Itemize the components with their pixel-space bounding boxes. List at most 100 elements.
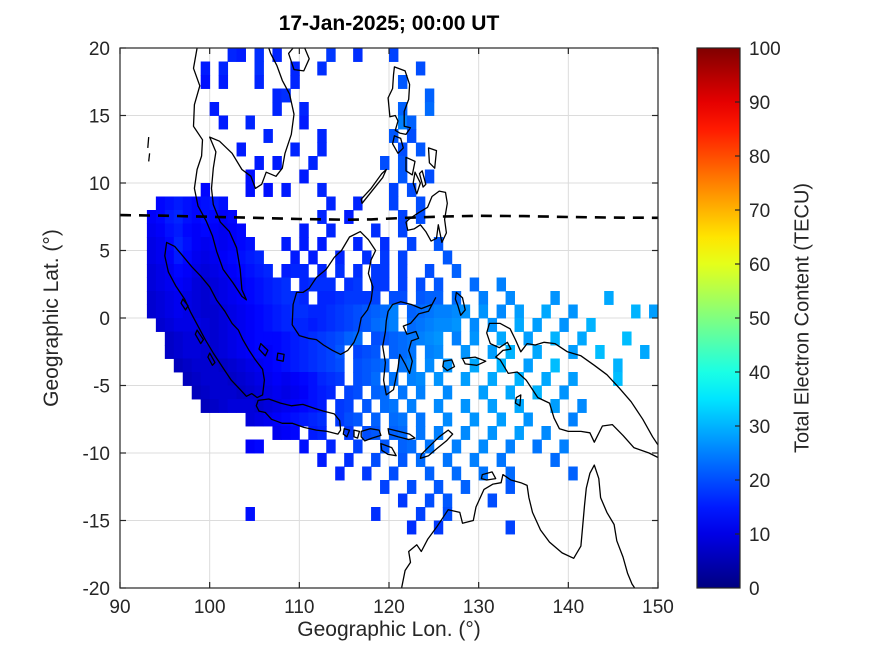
tec-cell [317,129,327,143]
colorbar-label: Total Electron Content (TECU) [791,182,814,454]
tec-cell [335,264,345,278]
tec-cell [442,385,453,400]
tec-cell [460,304,471,319]
tec-cell [335,318,345,332]
tec-cell [182,291,193,305]
tec-cell [442,412,453,427]
tec-cell [317,412,327,427]
tec-cell [550,358,560,373]
tec-cell [344,291,354,305]
tec-cell [146,223,157,238]
tec-cell [397,331,408,346]
tec-cell [299,399,309,413]
tec-cell [487,372,498,386]
tec-cell [397,439,408,454]
tec-cell [433,291,444,305]
tec-cell [299,115,309,130]
tec-cell [523,331,533,346]
tec-cell [406,304,417,319]
tec-cell [236,237,246,251]
tec-cell [218,399,229,413]
tec-cell [164,210,175,224]
tec-cell [227,277,238,292]
tec-cell [424,291,435,305]
tec-cell [200,331,211,346]
tec-cell [415,331,426,346]
tec-cell [299,345,309,359]
tec-cell [469,318,480,332]
tec-cell [245,385,255,400]
tec-cell [317,142,327,157]
tec-cell [335,291,345,305]
tec-cell [272,372,282,386]
tec-cell [559,439,569,454]
tec-cell [236,372,246,386]
tec-cell [335,412,345,427]
coastline [405,190,448,244]
tec-cell [415,412,426,427]
coastline [382,297,437,396]
coastline [147,137,150,148]
tec-cell [469,277,480,292]
tec-cell [406,520,417,535]
tec-cell [371,304,381,319]
tec-cell [155,318,166,332]
tec-cell [272,331,282,346]
tec-cell [308,426,318,440]
tec-cell [389,412,399,427]
tec-cell [397,223,408,238]
tec-cell [371,264,381,278]
tec-cell [191,223,202,238]
tec-cell [613,358,623,373]
tec-cell [263,183,273,197]
tec-cell [236,358,246,373]
tec-cell [406,480,417,494]
tec-cell [254,48,264,62]
tec-cell [254,345,264,359]
tec-cell [424,88,435,103]
tec-cell [209,385,220,400]
x-tick-label: 120 [373,597,405,618]
tec-cell [218,223,229,238]
tec-cell [344,412,354,427]
tec-cell [451,304,462,319]
tec-cell [397,453,408,467]
tec-cell [308,250,318,265]
tec-cell [200,345,211,359]
x-tick-label: 150 [642,597,674,618]
tec-cell [442,507,453,521]
tec-cell [245,304,255,319]
tec-cell [173,237,184,251]
tec-cell [218,358,229,373]
coastline [514,394,522,407]
tec-cell [191,358,202,373]
tec-cell [380,264,390,278]
tec-cell [209,304,220,319]
tec-cell [550,399,560,413]
tec-cell [469,331,480,346]
tec-cell [380,480,390,494]
tec-cell [406,399,417,413]
tec-cell [397,115,408,130]
tec-cell [290,75,300,89]
tec-cell [182,358,193,373]
tec-cell [415,385,426,400]
tec-cell [371,331,381,346]
tec-cell [353,439,363,454]
tec-cell [200,61,211,76]
tec-cell [460,399,471,413]
tec-cell [389,466,399,481]
tec-cell [200,264,211,278]
tec-cell [308,156,318,170]
tec-cell [317,237,327,251]
tec-cell [299,372,309,386]
tec-cell [200,372,211,386]
tec-cell [227,331,238,346]
tec-cell [505,439,515,454]
tec-cell [568,304,578,319]
tec-cell [164,264,175,278]
tec-cell [568,372,578,386]
tec-cell [218,331,229,346]
tec-cell [326,372,336,386]
tec-cell [200,304,211,319]
